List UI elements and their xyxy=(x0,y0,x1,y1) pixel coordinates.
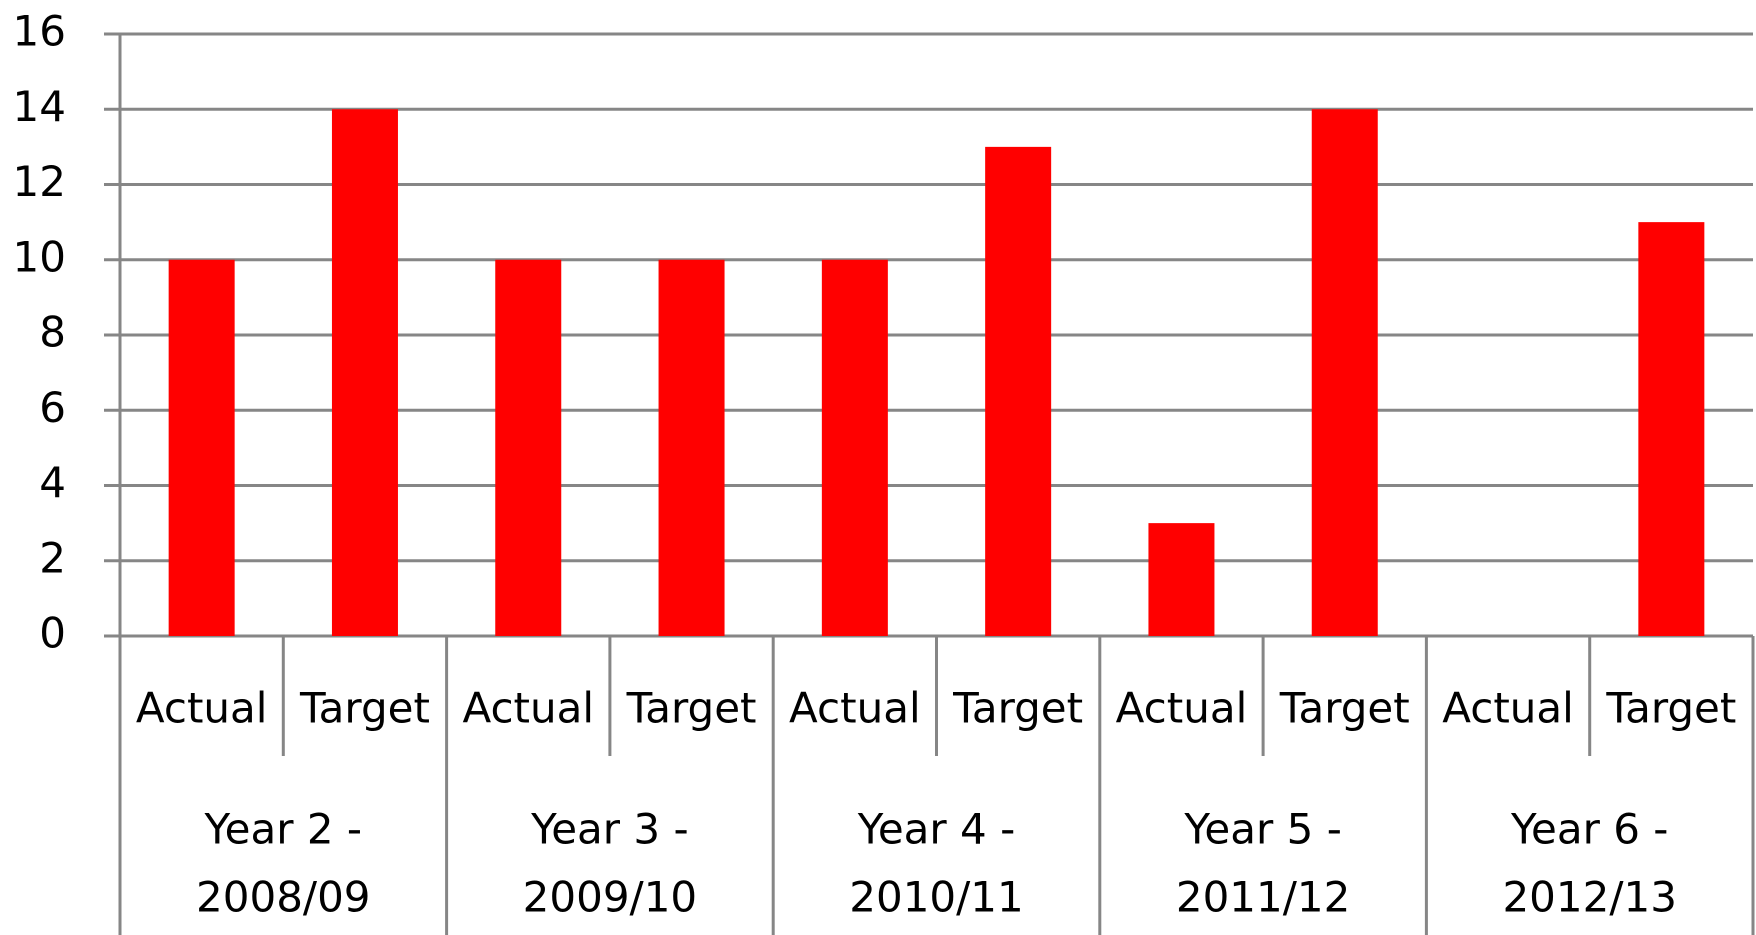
y-tick-label: 10 xyxy=(13,232,66,281)
group-label: 2011/12 xyxy=(1176,873,1350,922)
y-tick-label: 6 xyxy=(39,383,66,432)
group-label: Year 6 - xyxy=(1510,805,1669,854)
bar xyxy=(331,109,398,636)
y-tick-label: 16 xyxy=(13,7,66,56)
x-tick-label: Actual xyxy=(1116,684,1248,733)
x-tick-label: Target xyxy=(626,684,757,733)
x-tick-label: Target xyxy=(299,684,430,733)
bar xyxy=(1148,523,1215,636)
group-label: Year 4 - xyxy=(857,805,1016,854)
y-tick-label: 0 xyxy=(39,609,66,658)
x-tick-label: Actual xyxy=(462,684,594,733)
bar xyxy=(985,146,1052,636)
bar xyxy=(1311,109,1378,636)
bar xyxy=(658,259,725,636)
group-label: 2008/09 xyxy=(196,873,370,922)
bar xyxy=(168,259,235,636)
y-tick-label: 12 xyxy=(13,157,66,206)
x-tick-label: Target xyxy=(952,684,1083,733)
x-tick-label: Actual xyxy=(789,684,921,733)
group-label: Year 5 - xyxy=(1183,805,1342,854)
group-label: Year 2 - xyxy=(204,805,363,854)
group-label: 2009/10 xyxy=(523,873,697,922)
x-tick-label: Target xyxy=(1279,684,1410,733)
x-tick-label: Actual xyxy=(1442,684,1574,733)
group-label: Year 3 - xyxy=(530,805,689,854)
y-tick-label: 14 xyxy=(13,82,66,131)
group-label: 2010/11 xyxy=(849,873,1023,922)
x-tick-label: Target xyxy=(1605,684,1736,733)
group-label: 2012/13 xyxy=(1502,873,1676,922)
x-tick-label: Actual xyxy=(136,684,268,733)
y-tick-label: 8 xyxy=(39,308,66,357)
bar xyxy=(1638,222,1705,636)
y-tick-label: 4 xyxy=(39,458,66,507)
bar xyxy=(495,259,562,636)
bar xyxy=(821,259,888,636)
y-tick-label: 2 xyxy=(39,533,66,582)
